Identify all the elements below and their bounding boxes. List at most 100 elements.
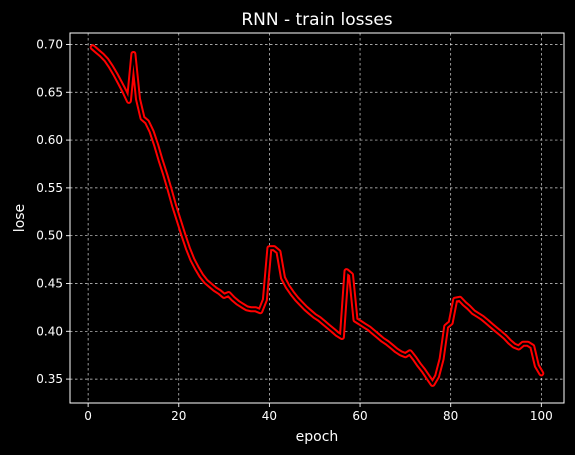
data-point [509, 341, 510, 342]
series-layer [89, 44, 545, 387]
x-tick-label: 100 [530, 409, 553, 423]
x-tick-label: 40 [262, 409, 277, 423]
data-point [201, 275, 202, 276]
data-point [137, 98, 138, 99]
data-point [364, 325, 365, 326]
data-point [355, 319, 356, 320]
data-point [518, 347, 519, 348]
data-point [314, 315, 315, 316]
data-point [287, 286, 288, 287]
data-point [174, 206, 175, 207]
data-point [224, 295, 225, 296]
data-point [405, 355, 406, 356]
data-point [255, 309, 256, 310]
data-point [187, 248, 188, 249]
data-point [473, 312, 474, 313]
data-point [296, 298, 297, 299]
data-point [350, 274, 351, 275]
data-point [156, 144, 157, 145]
data-point [305, 308, 306, 309]
data-point [196, 268, 197, 269]
data-point [450, 322, 451, 323]
data-point [514, 345, 515, 346]
data-point [273, 248, 274, 249]
data-point [527, 343, 528, 344]
data-point [178, 220, 179, 221]
data-point [269, 248, 270, 249]
data-point [396, 350, 397, 351]
data-point [101, 54, 102, 55]
y-tick-label: 0.60 [36, 133, 63, 147]
data-point [301, 303, 302, 304]
data-point [409, 352, 410, 353]
x-axis-label: epoch [296, 429, 339, 445]
data-point [310, 312, 311, 313]
data-point [106, 59, 107, 60]
data-point [369, 328, 370, 329]
data-point [147, 121, 148, 122]
x-tick-label: 20 [171, 409, 186, 423]
data-point [341, 337, 342, 338]
data-point [382, 339, 383, 340]
data-point [387, 342, 388, 343]
data-point [151, 131, 152, 132]
data-point [523, 343, 524, 344]
y-tick-label: 0.55 [36, 181, 63, 195]
y-tick-label: 0.45 [36, 276, 63, 290]
data-point [260, 311, 261, 312]
data-point [418, 364, 419, 365]
data-point [233, 298, 234, 299]
data-point [264, 299, 265, 300]
data-point [278, 251, 279, 252]
data-point [491, 325, 492, 326]
data-point [428, 377, 429, 378]
y-grid [70, 44, 564, 380]
data-point [337, 334, 338, 335]
data-point [92, 47, 93, 48]
data-point [323, 322, 324, 323]
y-tick-label: 0.70 [36, 37, 63, 51]
chart-title: RNN - train losses [241, 10, 392, 30]
data-point [459, 298, 460, 299]
x-tick-label: 0 [84, 409, 92, 423]
data-point [378, 336, 379, 337]
data-point [373, 332, 374, 333]
data-point [505, 337, 506, 338]
data-point [541, 373, 542, 374]
data-point [160, 160, 161, 161]
data-point [115, 74, 116, 75]
data-point [346, 271, 347, 272]
data-point [477, 315, 478, 316]
data-point [441, 359, 442, 360]
data-point [237, 302, 238, 303]
data-point [97, 51, 98, 52]
data-point [437, 376, 438, 377]
data-point [482, 317, 483, 318]
data-point [432, 383, 433, 384]
plot-area [69, 32, 565, 404]
data-point [292, 293, 293, 294]
data-point [133, 54, 134, 55]
data-point [464, 303, 465, 304]
y-tick-label: 0.40 [36, 324, 63, 338]
data-point [283, 277, 284, 278]
data-point [183, 234, 184, 235]
data-point [210, 285, 211, 286]
y-tick-label: 0.50 [36, 229, 63, 243]
data-point [423, 370, 424, 371]
y-axis-ticks: 0.35 0.40 0.45 0.50 0.55 0.60 0.65 0.70 [36, 37, 70, 386]
data-point [414, 358, 415, 359]
data-point [455, 299, 456, 300]
data-point [242, 305, 243, 306]
data-point [219, 292, 220, 293]
data-point [496, 329, 497, 330]
data-point [228, 294, 229, 295]
data-point [468, 307, 469, 308]
data-point [192, 259, 193, 260]
series-line-inner [91, 46, 543, 385]
x-axis-ticks: 0 20 40 60 80 100 [84, 403, 553, 423]
data-point [215, 289, 216, 290]
data-point [319, 318, 320, 319]
data-point [165, 174, 166, 175]
data-point [400, 353, 401, 354]
